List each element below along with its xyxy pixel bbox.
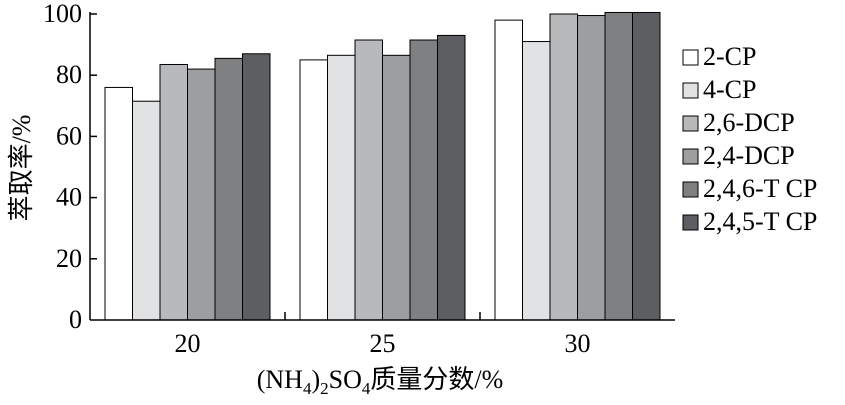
legend-label-5: 2,4,5-T CP (703, 207, 817, 236)
bar-1-3 (382, 54, 411, 321)
x-tick-label-2: 30 (565, 329, 591, 358)
legend-swatch-1 (682, 82, 699, 99)
legend-swatch-3 (682, 148, 699, 165)
x-axis-label: (NH4)2SO4质量分数/% (257, 365, 504, 398)
legend-swatch-2 (682, 115, 699, 132)
legend-label-2: 2,6-DCP (703, 108, 795, 137)
legend-label-3: 2,4-DCP (703, 141, 795, 170)
x-tick-label-1: 25 (370, 329, 396, 358)
bar-2-5 (632, 11, 661, 321)
bar-2-3 (577, 15, 606, 321)
legend-label-4: 2,4,6-T CP (703, 174, 817, 203)
bars-group (104, 11, 661, 321)
bar-1-4 (409, 39, 438, 321)
bar-0-4 (214, 57, 243, 321)
x-tick-label-0: 20 (175, 329, 201, 358)
legend-swatch-5 (682, 214, 699, 231)
y-tick-label-2: 40 (56, 183, 82, 212)
legend-label-1: 4-CP (703, 75, 756, 104)
bar-1-0 (299, 59, 328, 321)
bar-2-2 (549, 13, 578, 321)
legend: 2-CP 4-CP 2,6-DCP 2,4-DCP 2,4,6-T CP 2,4,5-T … (682, 42, 817, 236)
y-tick-label-4: 80 (56, 60, 82, 89)
bar-0-5 (242, 53, 271, 321)
y-axis-label: 萃取率/% (7, 115, 36, 222)
legend-swatch-0 (682, 49, 699, 66)
bar-1-1 (327, 54, 356, 321)
y-tick-label-5: 100 (43, 0, 82, 28)
bar-2-4 (604, 11, 633, 321)
bar-1-2 (354, 39, 383, 321)
y-tick-label-1: 20 (56, 244, 82, 273)
y-tick-label-0: 0 (69, 305, 82, 334)
bar-0-1 (132, 100, 161, 321)
bar-2-1 (522, 41, 551, 321)
axes-group: 0 20 40 60 80 100 20 25 30 (43, 0, 675, 358)
legend-label-0: 2-CP (703, 42, 756, 71)
bar-2-0 (494, 19, 523, 321)
legend-swatch-4 (682, 181, 699, 198)
bar-0-2 (159, 63, 188, 321)
y-tick-label-3: 60 (56, 121, 82, 150)
bar-0-0 (104, 86, 133, 321)
bar-1-5 (437, 34, 466, 321)
bar-0-3 (187, 68, 216, 321)
